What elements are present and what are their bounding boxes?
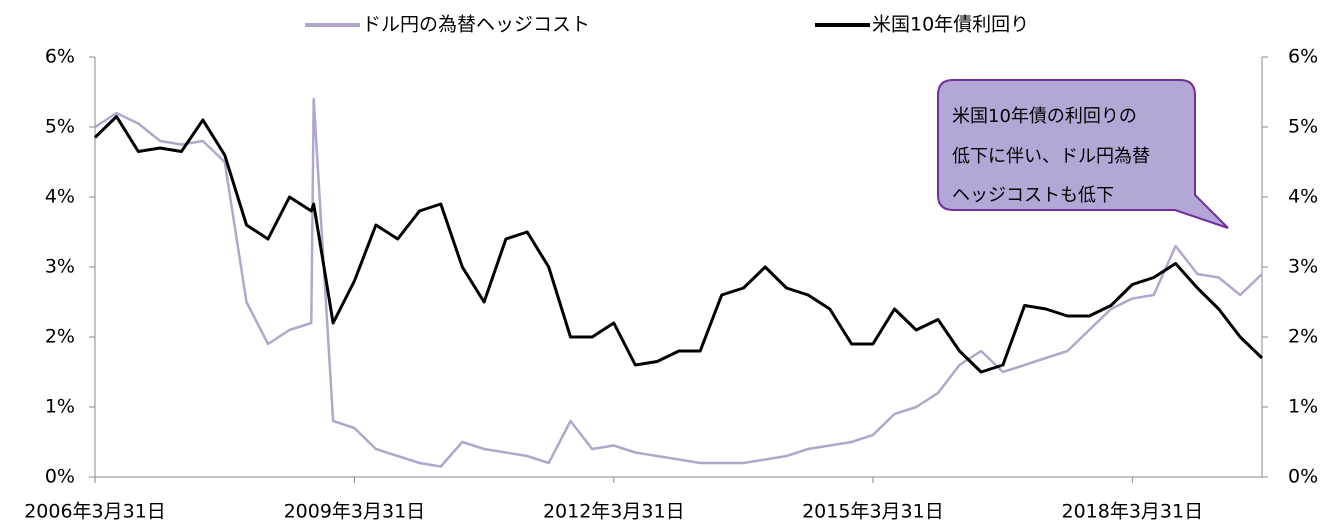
y2-tick-label: 2%	[1288, 326, 1318, 348]
x-tick-label: 2015年3月31日	[802, 501, 944, 523]
y2-tick-label: 3%	[1288, 256, 1318, 278]
x-tick-label: 2009年3月31日	[284, 501, 426, 523]
y2-tick-label: 6%	[1288, 46, 1318, 68]
y2-tick-label: 1%	[1288, 396, 1318, 418]
y2-tick-label: 5%	[1288, 116, 1318, 138]
x-tick-label: 2018年3月31日	[1061, 501, 1203, 523]
y-tick-label: 6%	[45, 46, 75, 68]
y-tick-label: 4%	[45, 186, 75, 208]
x-tick-label: 2012年3月31日	[543, 501, 685, 523]
y2-tick-label: 4%	[1288, 186, 1318, 208]
y-tick-label: 0%	[45, 466, 75, 488]
annotation: ヘッジコストも低下	[952, 185, 1114, 206]
y-tick-label: 5%	[45, 116, 75, 138]
y-tick-label: 1%	[45, 396, 75, 418]
y2-tick-label: 0%	[1288, 466, 1318, 488]
series-line	[93, 115, 1264, 374]
callout	[937, 79, 1229, 229]
series-line	[94, 97, 1263, 468]
y-tick-label: 2%	[45, 326, 75, 348]
x-tick-label: 2006年3月31日	[24, 501, 166, 523]
annotation: 米国10年債の利回りの	[952, 106, 1137, 127]
y-tick-label: 3%	[45, 256, 75, 278]
legend-label: ドル円の為替ヘッジコスト	[362, 14, 590, 36]
annotation: 低下に伴い、ドル円為替	[952, 146, 1150, 167]
legend-label: 米国10年債利回り	[872, 14, 1029, 36]
